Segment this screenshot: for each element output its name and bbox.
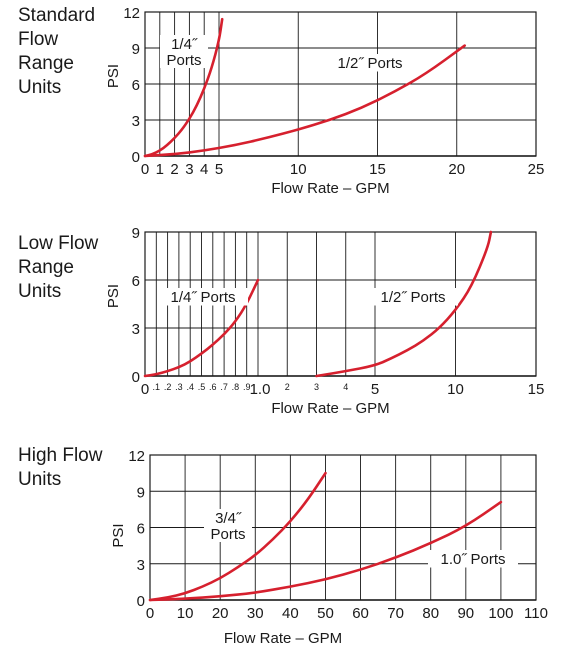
x-tick-label: 0: [141, 381, 149, 398]
x-tick-label: 10: [177, 605, 194, 622]
minor-tick-label: .9: [243, 382, 251, 392]
x-tick-label: 5: [371, 381, 379, 398]
y-axis-label: PSI: [105, 64, 122, 88]
x-tick-label: 60: [352, 605, 369, 622]
series-label: 3/4˝ Ports: [210, 510, 245, 543]
series-line: [143, 17, 224, 158]
plot-frame: [144, 231, 537, 377]
minor-tick-label: 1.0: [250, 381, 271, 398]
y-tick-label: 12: [128, 448, 145, 465]
minor-tick-label: .3: [175, 382, 183, 392]
series-label-bg: [368, 288, 458, 306]
series-line: [148, 471, 327, 602]
x-tick-label: 20: [448, 161, 465, 178]
minor-tick-label: .1: [153, 382, 161, 392]
low-flow-title: Low Flow Range Units: [18, 233, 99, 302]
x-tick-label: 4: [200, 161, 208, 178]
x-tick-label: 0: [146, 605, 154, 622]
y-tick-label: 9: [137, 484, 145, 501]
minor-tick-label: .5: [198, 382, 206, 392]
x-tick-label: 30: [247, 605, 264, 622]
high-flow-title: High Flow Units: [18, 445, 103, 490]
series-label: 1/4˝ Ports: [166, 36, 201, 69]
y-tick-label: 0: [132, 149, 140, 166]
y-tick-label: 9: [132, 41, 140, 58]
y-tick-label: 12: [123, 5, 140, 22]
y-axis-label: PSI: [105, 284, 122, 308]
minor-tick-label: 4: [343, 382, 348, 392]
minor-tick-label: 3: [314, 382, 319, 392]
x-tick-label: 3: [185, 161, 193, 178]
series-label-bg: [428, 550, 518, 568]
x-tick-label: 0: [141, 161, 149, 178]
x-tick-label: 1: [156, 161, 164, 178]
series-label: 1/2˝ Ports: [380, 289, 445, 306]
x-tick-label: 5: [215, 161, 223, 178]
x-tick-label: 100: [488, 605, 513, 622]
series-label-bg: [204, 509, 252, 542]
minor-tick-label: .7: [220, 382, 228, 392]
x-tick-label: 80: [422, 605, 439, 622]
x-tick-label: 2: [170, 161, 178, 178]
x-tick-label: 40: [282, 605, 299, 622]
x-axis-label: Flow Rate – GPM: [224, 630, 342, 647]
plot-frame: [144, 11, 537, 157]
minor-tick-label: .4: [186, 382, 194, 392]
x-tick-label: 50: [317, 605, 334, 622]
y-tick-label: 6: [132, 273, 140, 290]
minor-tick-label: 2: [285, 382, 290, 392]
standard-flow-title: Standard Flow Range Units: [18, 5, 96, 98]
y-tick-label: 3: [132, 321, 140, 338]
x-tick-label: 10: [447, 381, 464, 398]
y-tick-label: 9: [132, 225, 140, 242]
series-label: 1/4˝ Ports: [170, 289, 235, 306]
series-label-bg: [325, 54, 415, 72]
x-tick-label: 110: [524, 605, 548, 622]
series-line: [143, 278, 260, 378]
plot-frame: [149, 454, 537, 601]
x-tick-label: 20: [212, 605, 229, 622]
series-line: [315, 230, 493, 378]
y-tick-label: 6: [132, 77, 140, 94]
x-axis-label: Flow Rate – GPM: [271, 400, 389, 417]
x-tick-label: 15: [528, 381, 545, 398]
x-tick-label: 25: [528, 161, 545, 178]
x-tick-label: 10: [290, 161, 307, 178]
series-label-bg: [160, 35, 208, 68]
series-line: [148, 500, 503, 602]
y-tick-label: 0: [137, 593, 145, 610]
minor-tick-label: .2: [164, 382, 172, 392]
series-label-bg: [158, 288, 248, 306]
minor-tick-label: .8: [232, 382, 240, 392]
y-tick-label: 0: [132, 369, 140, 386]
y-tick-label: 3: [137, 557, 145, 574]
series-label: 1.0˝ Ports: [440, 551, 505, 568]
x-tick-label: 90: [457, 605, 474, 622]
y-tick-label: 6: [137, 521, 145, 538]
minor-tick-label: .6: [209, 382, 217, 392]
series-label: 1/2˝ Ports: [337, 55, 402, 72]
x-tick-label: 15: [369, 161, 386, 178]
series-line: [143, 44, 466, 158]
y-tick-label: 3: [132, 113, 140, 130]
y-axis-label: PSI: [110, 523, 127, 547]
x-tick-label: 70: [387, 605, 404, 622]
x-axis-label: Flow Rate – GPM: [271, 180, 389, 197]
